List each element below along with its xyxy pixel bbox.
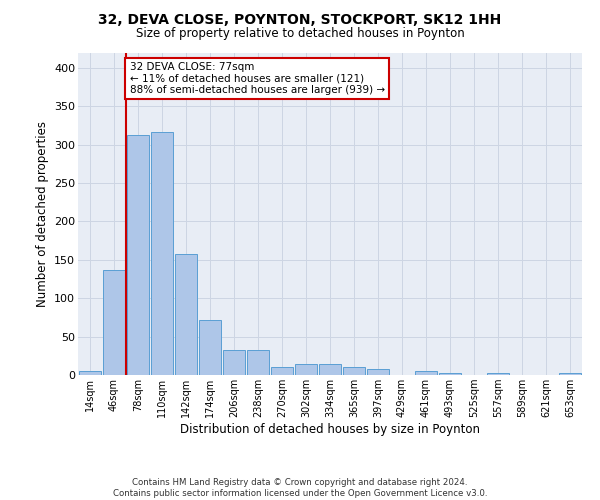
Bar bbox=[247, 350, 269, 375]
Bar bbox=[295, 364, 317, 375]
Y-axis label: Number of detached properties: Number of detached properties bbox=[35, 120, 49, 306]
Bar bbox=[79, 371, 101, 375]
Text: Contains HM Land Registry data © Crown copyright and database right 2024.
Contai: Contains HM Land Registry data © Crown c… bbox=[113, 478, 487, 498]
Bar bbox=[175, 254, 197, 375]
Bar bbox=[487, 372, 509, 375]
Bar bbox=[199, 320, 221, 375]
Bar bbox=[439, 372, 461, 375]
Bar bbox=[223, 350, 245, 375]
Bar bbox=[319, 364, 341, 375]
Bar bbox=[151, 132, 173, 375]
Bar bbox=[343, 368, 365, 375]
Bar bbox=[559, 372, 581, 375]
Bar bbox=[415, 371, 437, 375]
Bar bbox=[271, 368, 293, 375]
Text: 32, DEVA CLOSE, POYNTON, STOCKPORT, SK12 1HH: 32, DEVA CLOSE, POYNTON, STOCKPORT, SK12… bbox=[98, 12, 502, 26]
X-axis label: Distribution of detached houses by size in Poynton: Distribution of detached houses by size … bbox=[180, 423, 480, 436]
Bar bbox=[127, 136, 149, 375]
Text: 32 DEVA CLOSE: 77sqm
← 11% of detached houses are smaller (121)
88% of semi-deta: 32 DEVA CLOSE: 77sqm ← 11% of detached h… bbox=[130, 62, 385, 95]
Bar bbox=[103, 270, 125, 375]
Bar bbox=[367, 369, 389, 375]
Text: Size of property relative to detached houses in Poynton: Size of property relative to detached ho… bbox=[136, 28, 464, 40]
